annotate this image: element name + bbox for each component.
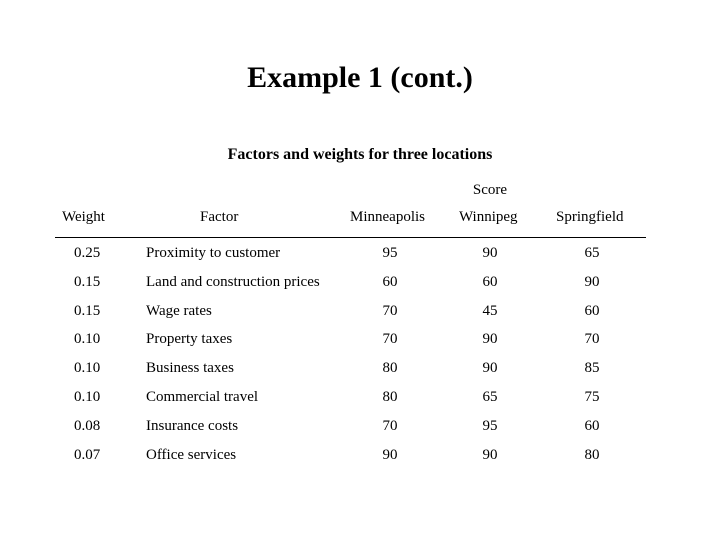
cell-winnipeg: 45 (482, 302, 498, 319)
cell-minneapolis: 80 (382, 388, 398, 405)
cell-springfield: 65 (584, 245, 600, 261)
table-row: 0.08 Insurance costs 70 95 60 (0, 411, 720, 440)
cell-factor: Commercial travel (146, 388, 259, 405)
cell-factor: Property taxes (146, 331, 233, 348)
cell-weight: 0.10 (74, 388, 101, 405)
table-row: 0.15 Wage rates 70 45 60 (0, 296, 720, 325)
cell-weight: 0.07 (74, 446, 101, 463)
cell-minneapolis: 80 (382, 360, 398, 377)
header-rule (55, 237, 646, 238)
cell-minneapolis: 90 (382, 446, 398, 463)
header-springfield: Springfield (556, 209, 624, 225)
cell-winnipeg: 95 (482, 417, 498, 434)
cell-factor: Wage rates (146, 302, 212, 319)
cell-springfield: 70 (584, 331, 600, 348)
cell-weight: 0.25 (74, 245, 101, 261)
table-body: 0.25 Proximity to customer 95 90 65 0.15… (0, 238, 720, 468)
cell-springfield: 60 (584, 302, 600, 319)
cell-winnipeg: 60 (482, 273, 498, 290)
cell-weight: 0.10 (74, 360, 101, 377)
cell-factor: Proximity to customer (146, 245, 281, 261)
cell-factor: Insurance costs (146, 417, 239, 434)
cell-winnipeg: 90 (482, 245, 498, 261)
slide-title: Example 1 (cont.) (247, 61, 473, 94)
header-factor: Factor (200, 209, 239, 225)
cell-factor: Business taxes (146, 360, 234, 377)
cell-factor: Land and construction prices (146, 273, 320, 290)
header-minneapolis: Minneapolis (350, 209, 425, 225)
cell-springfield: 75 (584, 388, 600, 405)
table-caption: Factors and weights for three locations (227, 146, 493, 163)
table-row: 0.15 Land and construction prices 60 60 … (0, 267, 720, 296)
cell-winnipeg: 90 (482, 360, 498, 377)
cell-weight: 0.15 (74, 273, 101, 290)
table-row: 0.07 Office services 90 90 80 (0, 440, 720, 469)
cell-winnipeg: 65 (482, 388, 498, 405)
score-header: Score (472, 182, 508, 198)
cell-minneapolis: 60 (382, 273, 398, 290)
cell-springfield: 60 (584, 417, 600, 434)
table-row: 0.10 Commercial travel 80 65 75 (0, 382, 720, 411)
header-weight: Weight (62, 209, 105, 225)
cell-weight: 0.15 (74, 302, 101, 319)
header-winnipeg: Winnipeg (459, 209, 518, 225)
cell-springfield: 85 (584, 360, 600, 377)
cell-minneapolis: 95 (382, 245, 398, 261)
table-row: 0.25 Proximity to customer 95 90 65 (0, 238, 720, 267)
table-row: 0.10 Property taxes 70 90 70 (0, 324, 720, 353)
cell-weight: 0.08 (74, 417, 101, 434)
cell-factor: Office services (146, 446, 237, 463)
cell-winnipeg: 90 (482, 446, 498, 463)
cell-springfield: 80 (584, 446, 600, 463)
cell-springfield: 90 (584, 273, 600, 290)
cell-minneapolis: 70 (382, 331, 398, 348)
cell-minneapolis: 70 (382, 302, 398, 319)
cell-minneapolis: 70 (382, 417, 398, 434)
cell-winnipeg: 90 (482, 331, 498, 348)
cell-weight: 0.10 (74, 331, 101, 348)
table-row: 0.10 Business taxes 80 90 85 (0, 353, 720, 382)
